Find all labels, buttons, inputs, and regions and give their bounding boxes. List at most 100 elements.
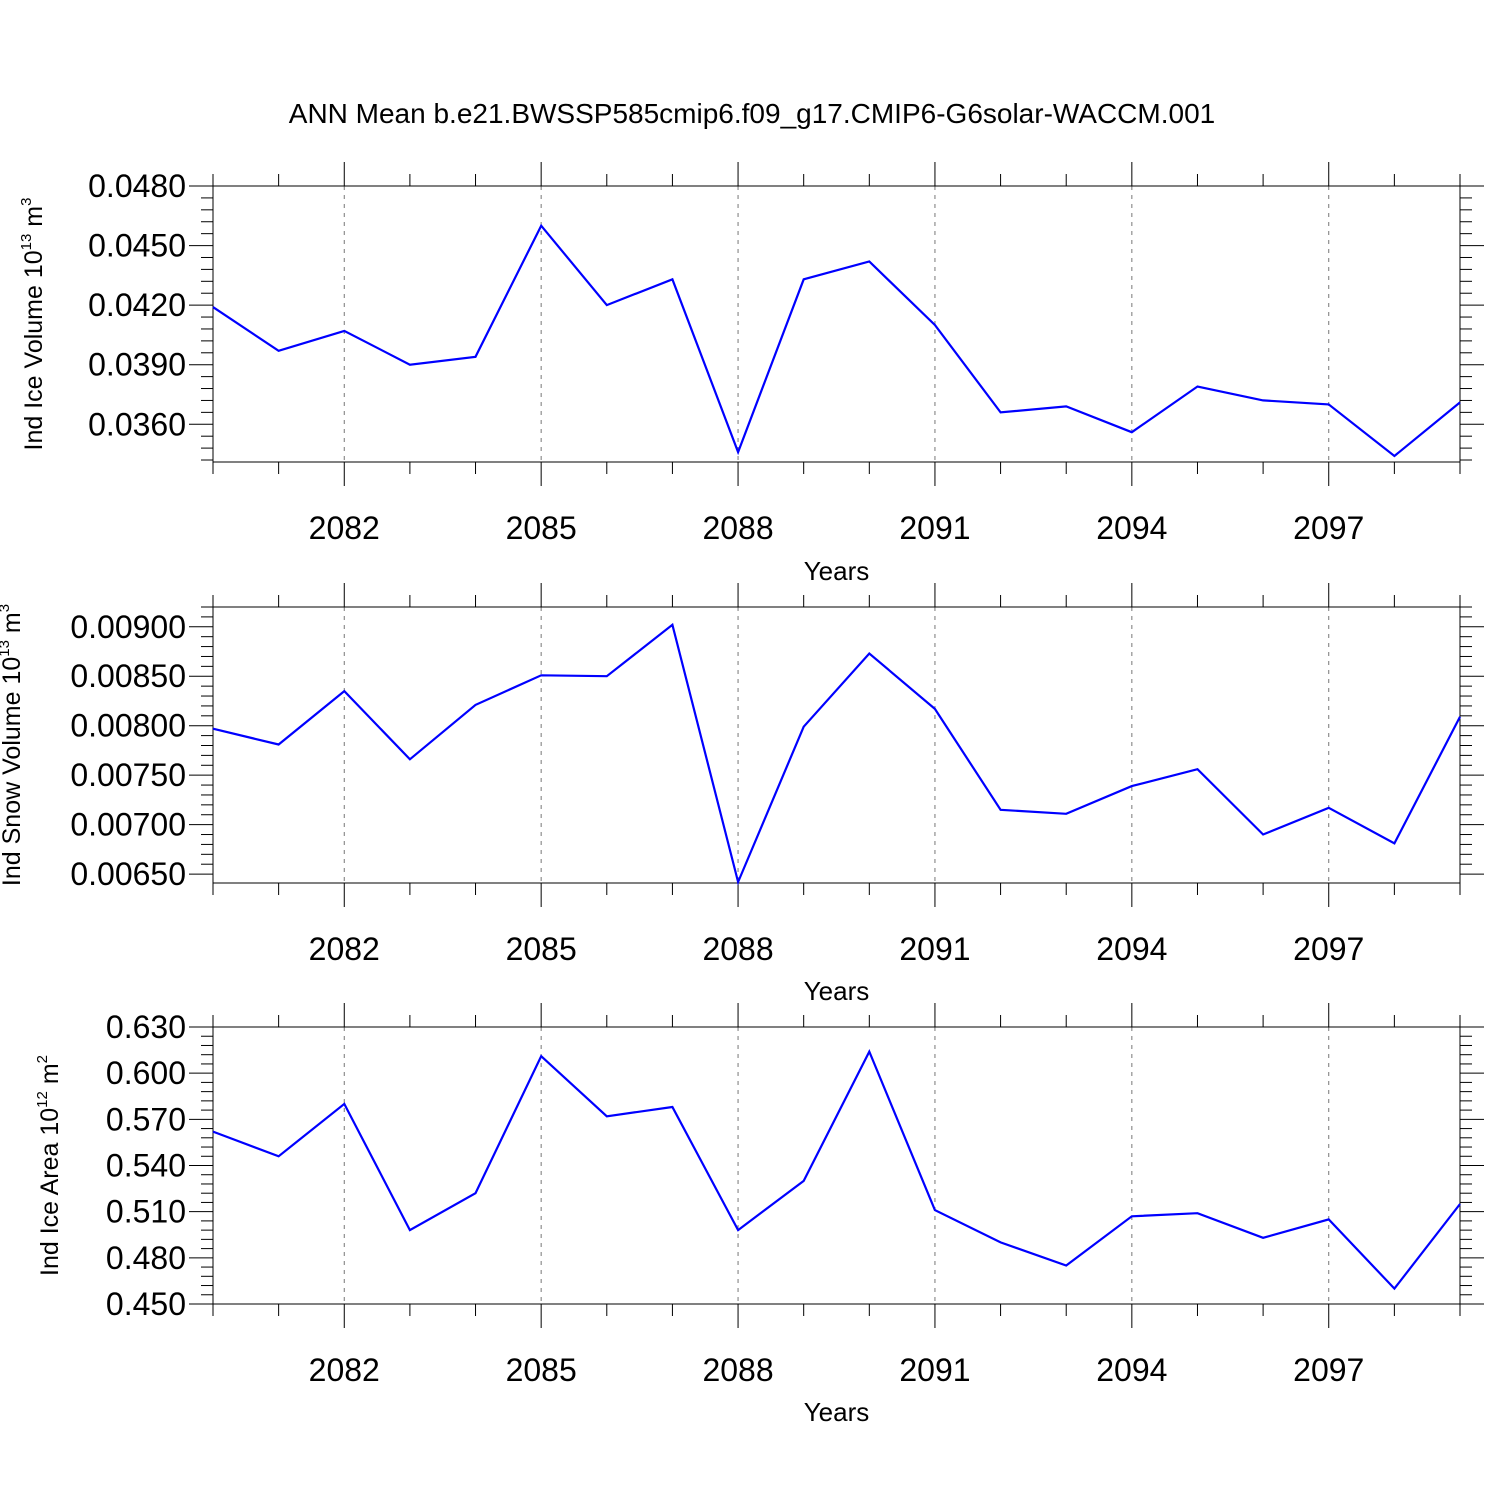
- data-point: [802, 725, 806, 729]
- x-tick-label: 2085: [506, 510, 577, 546]
- y-tick-label: 0.00700: [70, 807, 186, 843]
- plot-frame: [212, 1026, 1461, 1305]
- data-point: [933, 323, 937, 327]
- data-point: [999, 410, 1003, 414]
- x-tick-label: 2091: [899, 1352, 970, 1388]
- data-point: [1327, 402, 1331, 406]
- y-tick-label: 0.00750: [70, 757, 186, 793]
- x-tick-label: 2091: [899, 510, 970, 546]
- y-tick-label: 0.00650: [70, 856, 186, 892]
- data-point: [1392, 454, 1396, 458]
- y-tick-label: 0.630: [106, 1009, 186, 1045]
- data-point: [408, 1228, 412, 1232]
- panel-2: 0.00650 0.00700 0.00750 0.00800 0.00850 0.009…: [0, 583, 1484, 1006]
- data-point: [1458, 400, 1462, 404]
- data-point: [1392, 841, 1396, 845]
- data-point: [605, 303, 609, 307]
- data-point: [605, 674, 609, 678]
- data-point: [277, 1154, 281, 1158]
- series-line: [212, 223, 1461, 458]
- data-point: [867, 259, 871, 263]
- x-tick-label: 2088: [702, 510, 773, 546]
- data-point: [736, 880, 740, 884]
- data-point: [1392, 1287, 1396, 1291]
- data-point: [1130, 1214, 1134, 1218]
- data-point: [474, 1191, 478, 1195]
- data-point: [867, 651, 871, 655]
- data-point: [342, 689, 346, 693]
- y-axis-title-exponent: 2: [34, 1055, 51, 1063]
- data-point: [539, 1054, 543, 1058]
- data-point: [1195, 1211, 1199, 1215]
- data-point: [211, 1130, 215, 1134]
- x-tick-label: 2094: [1096, 510, 1167, 546]
- series-line: [212, 622, 1461, 886]
- data-point: [933, 707, 937, 711]
- data-point: [999, 1240, 1003, 1244]
- y-tick-label: 0.480: [106, 1240, 186, 1276]
- data-point: [670, 1105, 674, 1109]
- y-tick-label: 0.450: [106, 1286, 186, 1322]
- data-point: [1327, 806, 1331, 810]
- data-point: [1261, 833, 1265, 837]
- series-line: [212, 1048, 1461, 1291]
- data-point: [1327, 1217, 1331, 1221]
- data-point: [999, 808, 1003, 812]
- data-point: [1064, 812, 1068, 816]
- x-axis-title: Years: [804, 1397, 870, 1427]
- y-tick-label: 0.0480: [88, 168, 186, 204]
- data-point: [1458, 1202, 1462, 1206]
- y-tick-label: 0.540: [106, 1148, 186, 1184]
- y-tick-label: 0.00800: [70, 708, 186, 744]
- data-point: [539, 224, 543, 228]
- data-point: [736, 1228, 740, 1232]
- data-point: [1195, 385, 1199, 389]
- plot-frame: [212, 606, 1461, 884]
- figure-title: ANN Mean b.e21.BWSSP585cmip6.f09_g17.CMI…: [289, 98, 1215, 129]
- y-axis-title-exponent: 12: [34, 1091, 51, 1108]
- data-point: [1261, 1236, 1265, 1240]
- x-tick-label: 2094: [1096, 931, 1167, 967]
- data-point: [1195, 767, 1199, 771]
- y-axis-title: Ind Ice Area 1012 m2: [34, 1055, 64, 1276]
- data-point: [211, 305, 215, 309]
- y-axis-title-exponent: 3: [18, 198, 35, 206]
- data-point: [802, 1179, 806, 1183]
- x-tick-label: 2097: [1293, 931, 1364, 967]
- y-tick-label: 0.570: [106, 1101, 186, 1137]
- data-point: [1064, 1264, 1068, 1268]
- x-tick-label: 2094: [1096, 1352, 1167, 1388]
- data-point: [211, 727, 215, 731]
- x-tick-label: 2088: [702, 931, 773, 967]
- x-tick-label: 2082: [309, 931, 380, 967]
- y-tick-label: 0.0390: [88, 347, 186, 383]
- x-tick-label: 2085: [506, 1352, 577, 1388]
- x-tick-label: 2091: [899, 931, 970, 967]
- data-point: [408, 757, 412, 761]
- x-tick-label: 2082: [309, 1352, 380, 1388]
- panel-1: 0.0360 0.0390 0.0420 0.0450 0.0480 2082 2085 20…: [18, 162, 1484, 586]
- x-axis-title: Years: [804, 976, 870, 1006]
- y-tick-label: 0.0450: [88, 228, 186, 264]
- y-axis-title: Ind Snow Volume 1013 m3: [0, 604, 26, 886]
- data-point: [1130, 784, 1134, 788]
- y-tick-label: 0.0360: [88, 406, 186, 442]
- data-point: [1458, 715, 1462, 719]
- data-point: [277, 349, 281, 353]
- data-point: [277, 743, 281, 747]
- x-tick-label: 2085: [506, 931, 577, 967]
- data-point: [342, 1102, 346, 1106]
- data-point: [408, 363, 412, 367]
- plot-frame: [212, 185, 1461, 463]
- data-point: [605, 1114, 609, 1118]
- data-point: [736, 450, 740, 454]
- x-tick-label: 2097: [1293, 1352, 1364, 1388]
- x-tick-label: 2097: [1293, 510, 1364, 546]
- data-point: [1064, 404, 1068, 408]
- y-axis-title-exponent: 3: [0, 604, 13, 612]
- data-point: [670, 277, 674, 281]
- y-axis-title-exponent: 13: [18, 234, 35, 251]
- data-point: [1130, 430, 1134, 434]
